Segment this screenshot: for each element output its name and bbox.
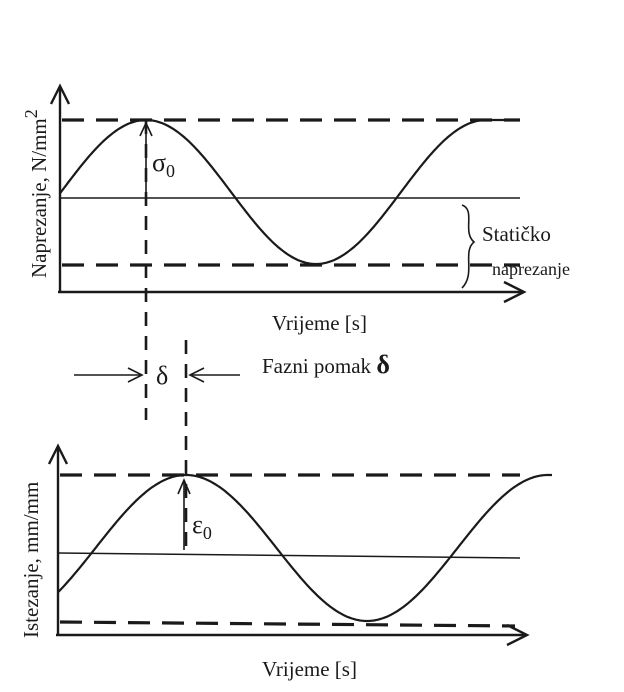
top-y-axis-label: Naprezanje, N/mm2 [21,109,51,278]
top-x-axis-arrow [503,280,527,304]
top-y-axis-arrow [49,83,71,105]
bottom-x-axis-arrow [506,623,530,647]
phase-left-arrowhead [127,367,144,383]
phase-delta-symbol: δ [156,361,168,390]
stress-sine-curve [59,118,520,266]
strain-sine-curve [57,473,552,623]
bottom-min-dashed-line [59,620,516,628]
static-label-line1: Statičko [482,222,551,246]
epsilon-amplitude-label: ε0 [192,510,212,543]
bottom-y-axis-arrow [47,443,69,465]
epsilon-amplitude-arrowhead [177,477,191,495]
phase-shift-label: Fazni pomak δ [262,350,390,379]
top-chart: σ0 Statičko naprezanje Naprezanje, N/mm2… [21,83,570,335]
static-stress-brace [461,204,476,289]
bottom-mean-line [57,552,521,559]
bottom-y-axis-label: Istezanje, mm/mm [19,482,43,638]
phase-shift: δ Fazni pomak δ [74,120,390,550]
bottom-x-axis-label: Vrijeme [s] [262,657,357,681]
phase-right-arrowhead [188,367,205,383]
bottom-chart: ε0 Istezanje, mm/mm Vrijeme [s] [19,443,552,681]
top-x-axis-label: Vrijeme [s] [272,311,367,335]
sigma-amplitude-label: σ0 [152,148,175,181]
static-label-line2: naprezanje [492,259,570,279]
